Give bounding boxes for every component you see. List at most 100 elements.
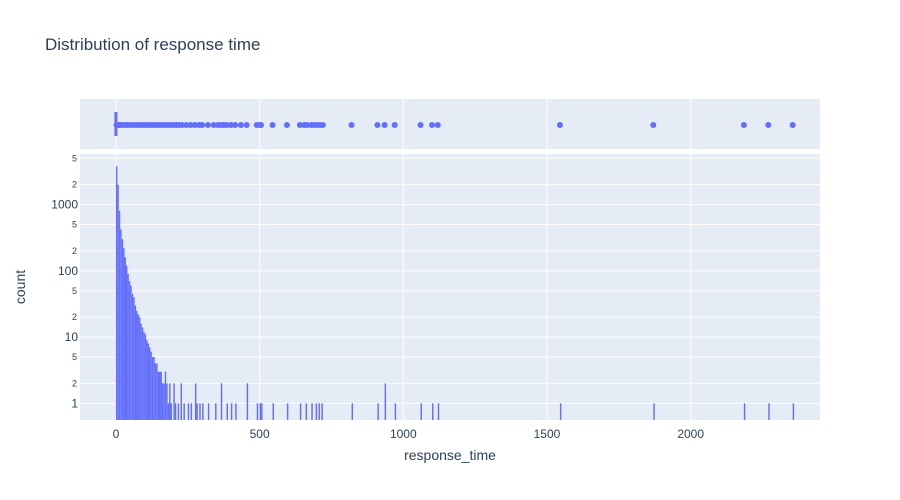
histogram-bar bbox=[136, 310, 138, 420]
histogram-bar bbox=[127, 273, 129, 420]
histogram-plot-area bbox=[80, 154, 820, 420]
histogram-bar bbox=[130, 285, 132, 420]
histogram-bar bbox=[124, 257, 126, 420]
histogram-bar bbox=[420, 403, 422, 420]
y-tick-label: 1 bbox=[71, 396, 78, 410]
histogram-bar bbox=[437, 403, 440, 420]
histogram-bar bbox=[128, 281, 131, 420]
rug-point bbox=[391, 122, 398, 128]
histogram-bar bbox=[150, 351, 152, 420]
histogram-bar bbox=[351, 403, 354, 420]
rug-point bbox=[243, 122, 250, 128]
rug-point bbox=[434, 122, 441, 128]
rug-point bbox=[227, 122, 234, 128]
y-minor-tick-label: 5 bbox=[72, 352, 77, 362]
histogram-bar bbox=[318, 403, 320, 420]
rug-point bbox=[304, 122, 311, 128]
histogram-bar bbox=[220, 383, 223, 420]
histogram-bar bbox=[148, 347, 151, 420]
histogram-bar bbox=[173, 383, 175, 420]
y-minor-tick-label: 2 bbox=[72, 246, 77, 256]
histogram-bar bbox=[137, 314, 139, 420]
histogram-bar bbox=[167, 403, 170, 420]
y-tick-label: 10 bbox=[65, 330, 79, 344]
histogram-bar bbox=[133, 297, 135, 420]
y-minor-tick-label: 5 bbox=[72, 286, 77, 296]
histogram-bar bbox=[166, 383, 168, 420]
x-tick-label: 0 bbox=[113, 427, 120, 441]
histogram-bar bbox=[207, 403, 210, 420]
histogram-bar bbox=[286, 403, 289, 420]
y-axis-title: count bbox=[12, 270, 28, 304]
histogram-bar bbox=[144, 334, 147, 420]
histogram-bar bbox=[177, 403, 180, 420]
histogram-bar bbox=[432, 403, 434, 420]
histogram-bar bbox=[311, 403, 313, 420]
rug-point bbox=[556, 122, 563, 128]
histogram-bar bbox=[157, 371, 160, 420]
y-minor-tick-label: 2 bbox=[72, 312, 77, 322]
histogram-bar bbox=[169, 383, 171, 420]
x-axis-title: response_time bbox=[404, 447, 496, 463]
histogram-bar bbox=[194, 383, 197, 420]
histogram-bar bbox=[187, 403, 190, 420]
rug-point bbox=[789, 122, 796, 128]
histogram-bar bbox=[160, 371, 162, 420]
rug-point bbox=[429, 122, 436, 128]
rug-point bbox=[650, 122, 657, 128]
histogram-bar bbox=[246, 383, 249, 420]
histogram-bar bbox=[140, 323, 142, 420]
rug-point bbox=[296, 122, 303, 128]
histogram-bar bbox=[199, 403, 201, 420]
rug-point bbox=[191, 122, 198, 128]
y-minor-tick-label: 2 bbox=[72, 180, 77, 190]
histogram-bar bbox=[125, 265, 128, 420]
histogram-bar bbox=[134, 305, 137, 420]
histogram-bar bbox=[299, 403, 302, 420]
chart-title: Distribution of response time bbox=[45, 35, 260, 54]
rug-point bbox=[283, 122, 290, 128]
marginal-rug-marks bbox=[113, 112, 796, 136]
histogram-bar bbox=[202, 403, 204, 420]
y-minor-tick-label: 5 bbox=[72, 153, 77, 163]
histogram-bar bbox=[261, 403, 263, 420]
histogram-bar bbox=[151, 357, 154, 420]
histogram-bar bbox=[272, 403, 274, 420]
histogram-bar bbox=[170, 403, 172, 420]
histogram-bar bbox=[394, 403, 397, 420]
histogram-bar bbox=[180, 383, 183, 420]
histogram-bar bbox=[377, 403, 379, 420]
histogram-bar bbox=[235, 403, 237, 420]
histogram-bar bbox=[164, 371, 167, 420]
rug-point bbox=[374, 122, 381, 128]
histogram-bar bbox=[159, 371, 161, 420]
rug-point bbox=[319, 122, 326, 128]
histogram-bar bbox=[117, 184, 119, 420]
x-tick-label: 500 bbox=[250, 427, 270, 441]
rug-point bbox=[210, 122, 217, 128]
rug-point bbox=[269, 122, 276, 128]
histogram-bar bbox=[156, 363, 158, 420]
rug-point bbox=[179, 122, 186, 128]
histogram-bar bbox=[259, 403, 262, 420]
x-tick-label: 2000 bbox=[677, 427, 704, 441]
rug-point bbox=[417, 122, 424, 128]
rug-point bbox=[765, 122, 772, 128]
histogram-bar bbox=[196, 403, 198, 420]
histogram-bar bbox=[154, 363, 157, 420]
y-axis-ticks: 1 10 100 1000 2 5 2 5 2 5 2 5 bbox=[51, 153, 78, 410]
y-tick-label: 1000 bbox=[51, 198, 78, 212]
histogram-bar bbox=[768, 403, 770, 420]
x-axis-ticks: 0 500 1000 1500 2000 bbox=[113, 427, 705, 441]
histogram-bar bbox=[138, 317, 141, 420]
rug-point bbox=[223, 122, 230, 128]
y-tick-label: 100 bbox=[58, 264, 78, 278]
y-minor-tick-label: 5 bbox=[72, 220, 77, 230]
histogram-bar bbox=[305, 403, 308, 420]
x-tick-label: 1000 bbox=[390, 427, 417, 441]
histogram-bar bbox=[743, 403, 746, 420]
rug-point bbox=[199, 122, 206, 128]
histogram-bar bbox=[141, 327, 144, 420]
histogram-bar bbox=[146, 340, 148, 420]
